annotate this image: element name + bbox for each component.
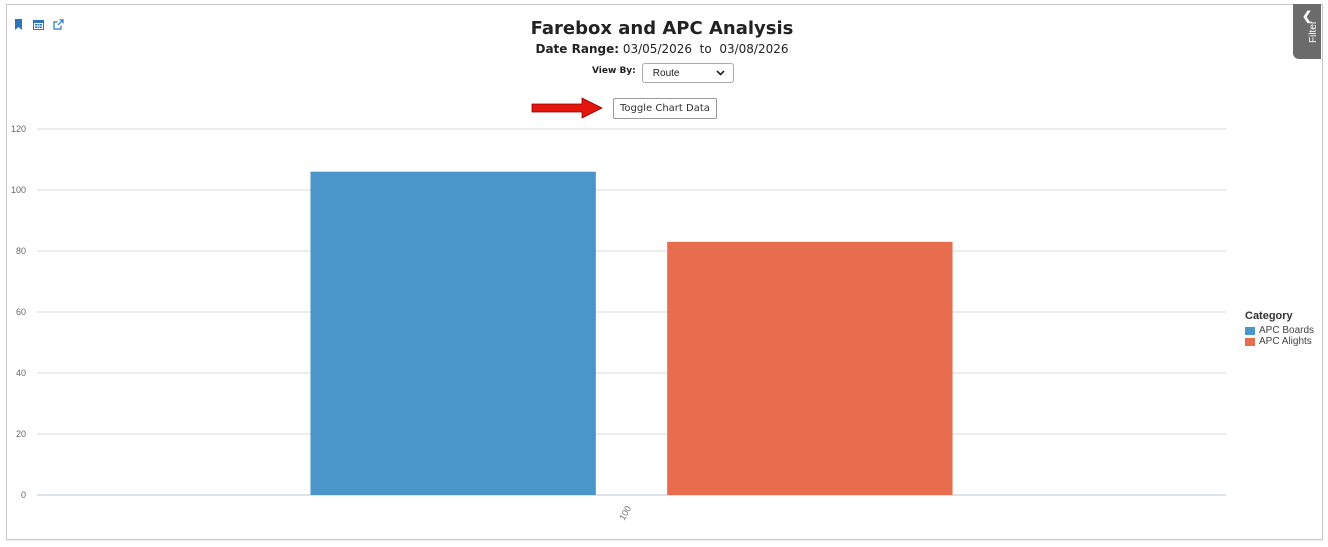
y-tick-label: 60: [16, 307, 26, 317]
date-range-label: Date Range:: [535, 42, 620, 56]
view-by-value: Route: [652, 67, 680, 79]
chevron-left-icon: ❮: [1302, 9, 1313, 23]
y-tick-label: 100: [11, 185, 26, 195]
legend-label: APC Alights: [1259, 336, 1312, 347]
view-by-label: View By:: [592, 66, 636, 76]
legend-title: Category: [1245, 310, 1293, 322]
red-arrow-annotation: [531, 97, 603, 119]
y-tick-label: 20: [16, 429, 26, 439]
legend-item-apc-boards[interactable]: APC Boards: [1245, 325, 1314, 336]
toggle-chart-data-button[interactable]: Toggle Chart Data: [613, 98, 717, 119]
legend-swatch: [1245, 337, 1255, 346]
bar-chart: 0 20 40 60 80 100 120 100: [11, 124, 1226, 522]
y-tick-label: 40: [16, 368, 26, 378]
bookmark-icon[interactable]: [12, 18, 24, 30]
y-tick-label: 80: [16, 246, 26, 256]
x-tick-label: 100: [617, 504, 633, 522]
toolbar: [12, 18, 64, 30]
calendar-icon[interactable]: [32, 18, 44, 30]
page-title: Farebox and APC Analysis: [530, 18, 794, 39]
bar-apc-boards[interactable]: [310, 171, 596, 495]
filter-panel-tab[interactable]: ❮ Filter: [1293, 4, 1321, 59]
legend-label: APC Boards: [1259, 325, 1315, 336]
legend-item-apc-alights[interactable]: APC Alights: [1245, 336, 1314, 347]
chevron-down-icon: [716, 70, 725, 76]
external-link-icon[interactable]: [52, 18, 64, 30]
report-panel: [6, 4, 1323, 540]
view-by-control: View By: Route: [592, 63, 734, 83]
filter-tab-label: Filter: [1308, 20, 1319, 43]
chart-legend: Category APC Boards APC Alights: [1245, 310, 1314, 347]
date-range-value: 03/05/2026 to 03/08/2026: [622, 42, 789, 56]
date-range: Date Range: 03/05/2026 to 03/08/2026: [0, 42, 1324, 56]
legend-swatch: [1245, 326, 1255, 335]
y-tick-label: 0: [21, 490, 26, 500]
bar-apc-alights[interactable]: [667, 241, 953, 495]
view-by-select[interactable]: Route: [641, 63, 734, 83]
y-tick-label: 120: [11, 124, 26, 134]
